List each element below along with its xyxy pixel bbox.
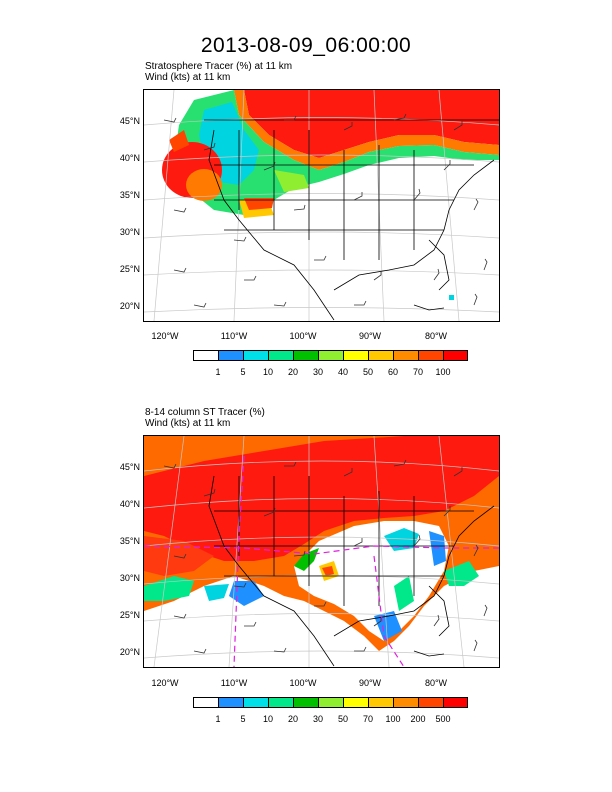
colorbar-label: 30 <box>312 367 323 377</box>
colorbar-swatch <box>293 350 318 361</box>
colorbar-swatch <box>393 697 418 708</box>
colorbar-swatch <box>243 350 268 361</box>
panel1-lat-label: 40°N <box>119 153 140 163</box>
colorbar-label: 70 <box>362 714 373 724</box>
panel2-lat-label: 45°N <box>119 462 140 472</box>
panel1-lon-label: 100°W <box>289 331 317 341</box>
panel2-lat-label: 40°N <box>119 499 140 509</box>
colorbar-swatch <box>443 350 468 361</box>
panel1-lon-label: 110°W <box>220 331 248 341</box>
colorbar-label: 30 <box>312 714 323 724</box>
colorbar-label: 40 <box>337 367 348 377</box>
colorbar-label: 1 <box>215 714 221 724</box>
colorbar-label: 10 <box>262 714 273 724</box>
colorbar-label: 100 <box>385 714 401 724</box>
panel2-lat-label: 30°N <box>119 573 140 583</box>
colorbar-swatch <box>218 697 243 708</box>
panel1-lon-label: 120°W <box>151 331 179 341</box>
colorbar-swatch <box>293 697 318 708</box>
colorbar-label: 20 <box>287 714 298 724</box>
panel1-lon-label: 90°W <box>358 331 382 341</box>
panel1-lat-label: 20°N <box>119 301 140 311</box>
colorbar-label: 10 <box>262 367 273 377</box>
colorbar-swatch <box>368 697 393 708</box>
panel1-lat-label: 25°N <box>119 264 140 274</box>
panel2-lon-label: 80°W <box>424 678 448 688</box>
colorbar-label: 100 <box>435 367 451 377</box>
panel1-title-line1: Stratosphere Tracer (%) at 11 km <box>145 61 293 72</box>
colorbar-label: 1 <box>215 367 221 377</box>
colorbar-swatch <box>193 350 218 361</box>
panel2-lon-label: 90°W <box>358 678 382 688</box>
colorbar-swatch <box>368 350 393 361</box>
panel1-title-line2: Wind (kts) at 11 km <box>145 72 231 83</box>
colorbar-label: 50 <box>337 714 348 724</box>
panel2-lon-label: 120°W <box>151 678 179 688</box>
panel2-title: 8-14 column ST Tracer (%) Wind (kts) at … <box>145 407 265 429</box>
colorbar-label: 500 <box>435 714 451 724</box>
colorbar-label: 20 <box>287 367 298 377</box>
panel2-colorbar <box>193 697 468 708</box>
panel2-title-line1: 8-14 column ST Tracer (%) <box>145 407 265 418</box>
panel2-lat-label: 20°N <box>119 647 140 657</box>
colorbar-swatch <box>343 350 368 361</box>
panel1-title: Stratosphere Tracer (%) at 11 km Wind (k… <box>145 61 292 83</box>
colorbar-swatch <box>268 350 293 361</box>
colorbar-swatch <box>418 697 443 708</box>
colorbar-swatch <box>268 697 293 708</box>
colorbar-swatch <box>218 350 243 361</box>
colorbar-label: 5 <box>240 714 246 724</box>
colorbar-swatch <box>443 697 468 708</box>
colorbar-swatch <box>343 697 368 708</box>
colorbar-swatch <box>393 350 418 361</box>
colorbar-label: 5 <box>240 367 246 377</box>
panel2-lat-label: 35°N <box>119 536 140 546</box>
panel1-colorbar <box>193 350 468 361</box>
panel2-map-graphic <box>144 436 499 667</box>
panel1-map <box>143 89 500 322</box>
panel1-lat-label: 45°N <box>119 116 140 126</box>
colorbar-label: 50 <box>362 367 373 377</box>
colorbar-swatch <box>318 697 343 708</box>
panel1-lat-label: 30°N <box>119 227 140 237</box>
panel2-lon-label: 100°W <box>289 678 317 688</box>
colorbar-label: 60 <box>387 367 398 377</box>
colorbar-label: 200 <box>410 714 426 724</box>
colorbar-swatch <box>318 350 343 361</box>
panel2-map <box>143 435 500 668</box>
panel2-lon-label: 110°W <box>220 678 248 688</box>
main-title: 2013-08-09_06:00:00 <box>200 34 412 57</box>
panel2-lat-label: 25°N <box>119 610 140 620</box>
panel1-lon-label: 80°W <box>424 331 448 341</box>
colorbar-label: 70 <box>412 367 423 377</box>
panel1-lat-label: 35°N <box>119 190 140 200</box>
panel2-title-line2: Wind (kts) at 11 km <box>145 418 231 429</box>
colorbar-swatch <box>418 350 443 361</box>
colorbar-swatch <box>193 697 218 708</box>
colorbar-swatch <box>243 697 268 708</box>
panel1-map-graphic <box>144 90 499 321</box>
